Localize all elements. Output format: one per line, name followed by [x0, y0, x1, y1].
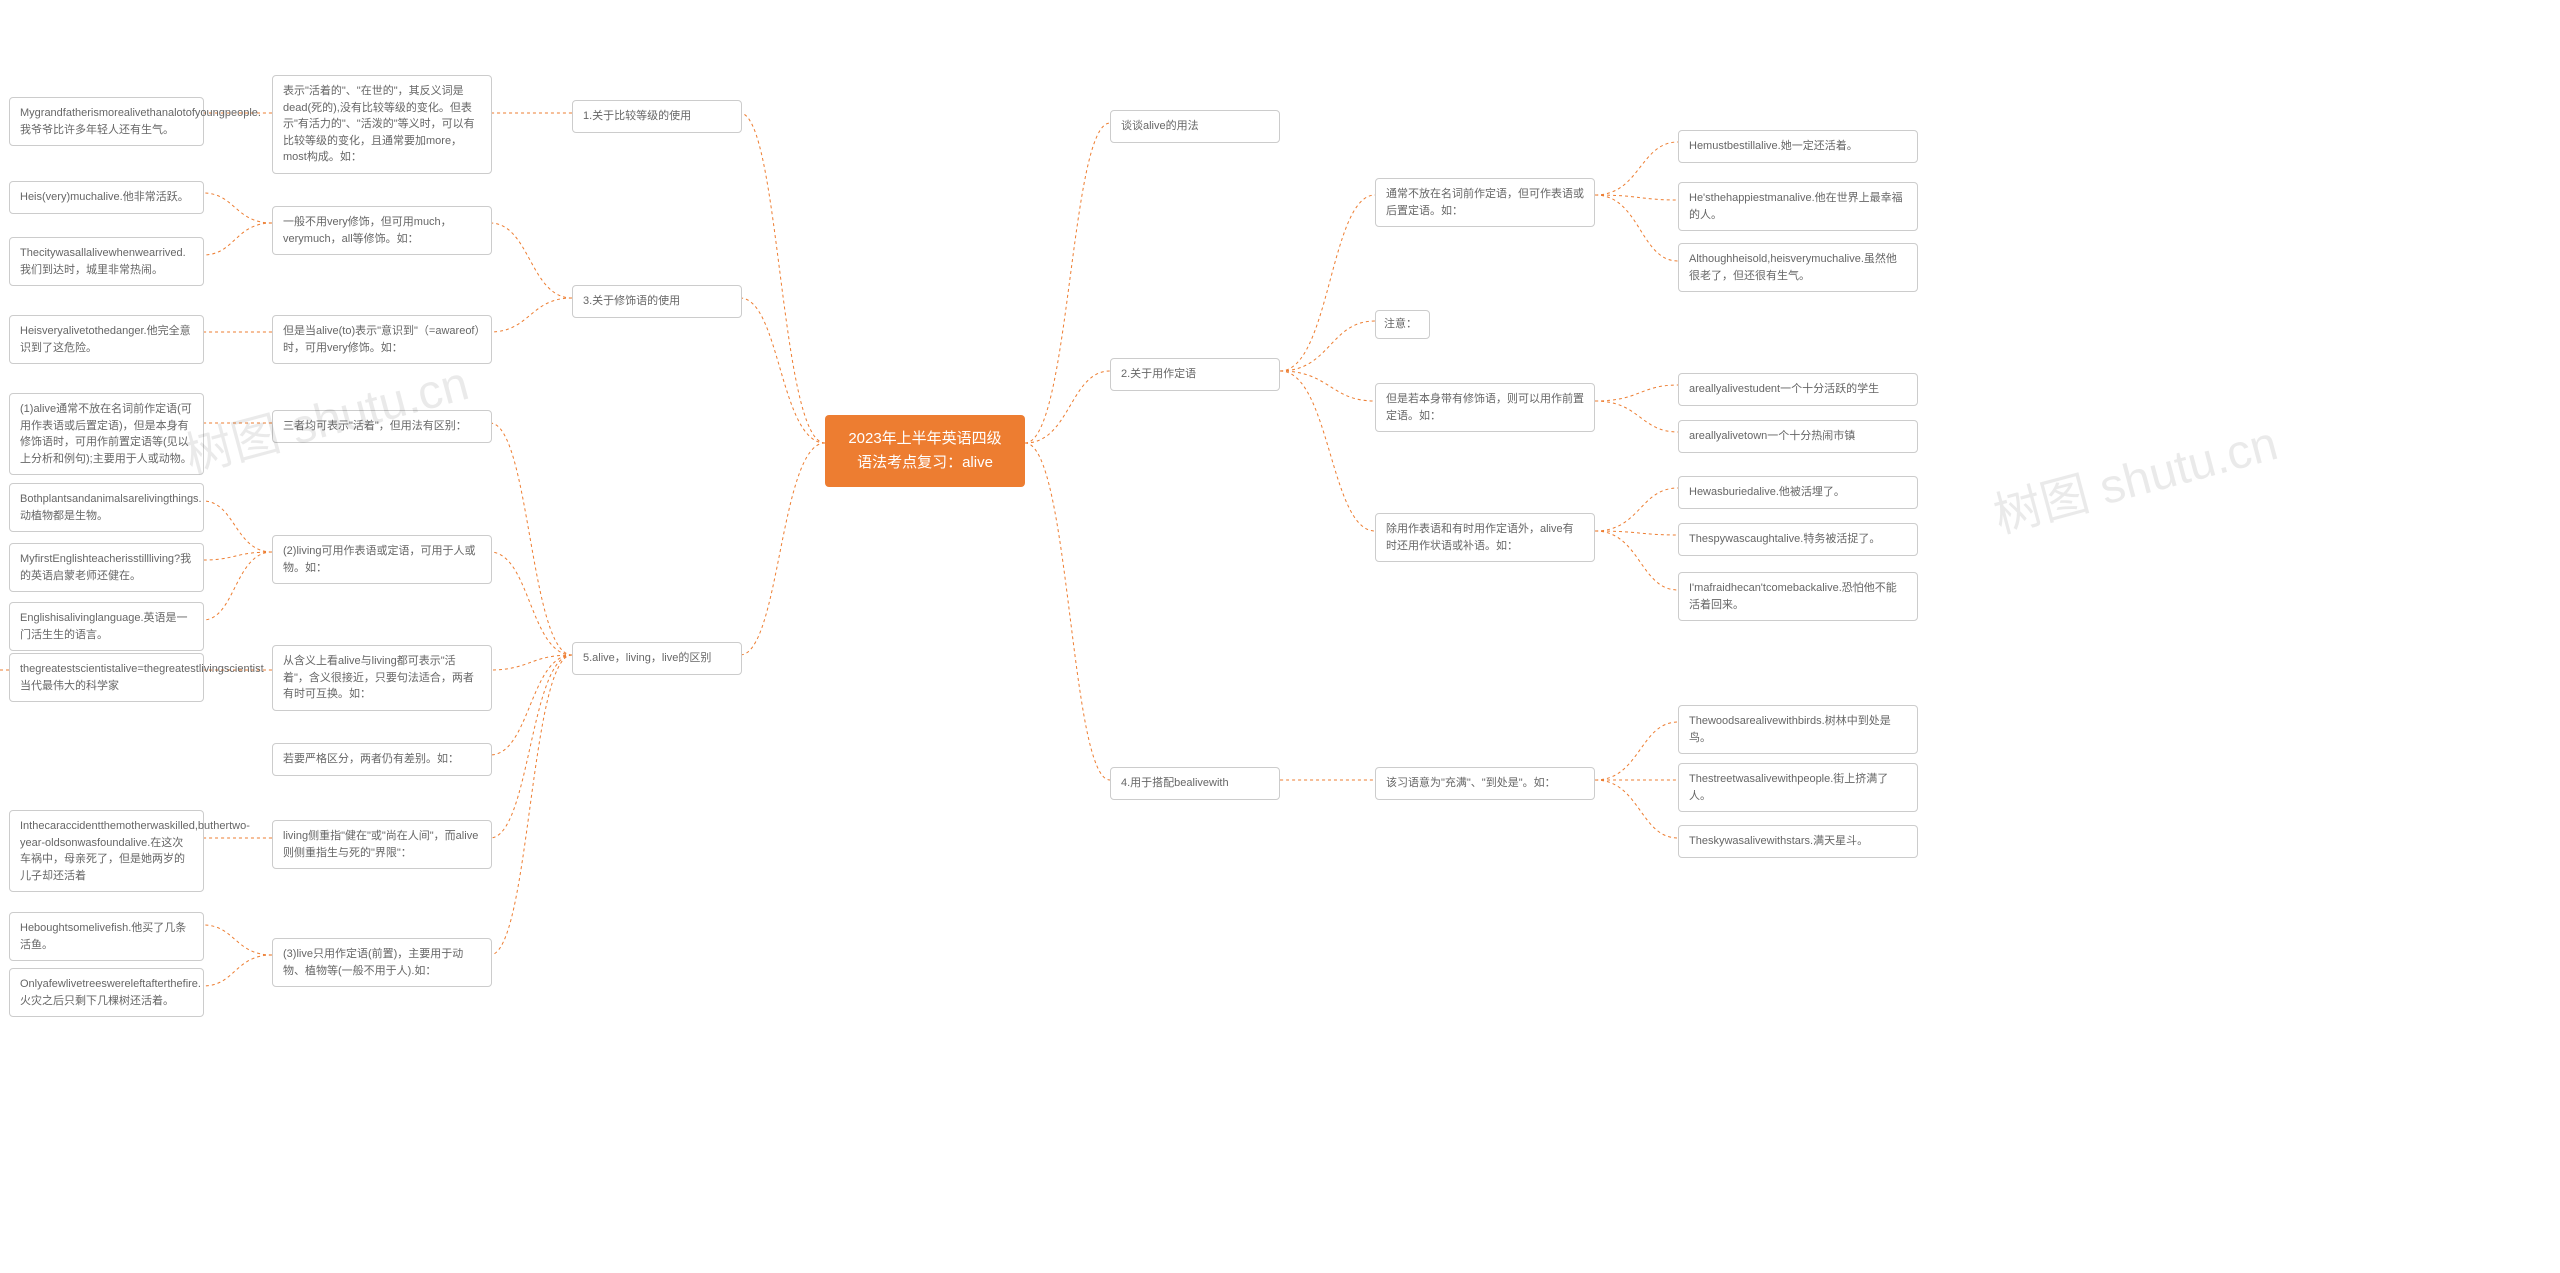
r4-a: 该习语意为"充满"、"到处是"。如：	[1375, 767, 1595, 800]
l5-f2: Onlyafewlivetreeswereleftafterthefire.火灾…	[9, 968, 204, 1017]
r4-a1: Thewoodsarealivewithbirds.树林中到处是鸟。	[1678, 705, 1918, 754]
r2-a: 通常不放在名词前作定语，但可作表语或后置定语。如：	[1375, 178, 1595, 227]
l5-b3: Englishisalivinglanguage.英语是一门活生生的语言。	[9, 602, 204, 651]
branch-r4: 4.用于搭配bealivewith	[1110, 767, 1280, 800]
r2-a1: Hemustbestillalive.她一定还活着。	[1678, 130, 1918, 163]
l5-e1: Inthecaraccidentthemotherwaskilled,buthe…	[9, 810, 204, 892]
l3-b: 但是当alive(to)表示"意识到"（=awareof）时，可用very修饰。…	[272, 315, 492, 364]
l3-b1: Heisveryalivetothedanger.他完全意识到了这危险。	[9, 315, 204, 364]
r2-a3: Althoughheisold,heisverymuchalive.虽然他很老了…	[1678, 243, 1918, 292]
r2-a2: He'sthehappiestmanalive.他在世界上最幸福的人。	[1678, 182, 1918, 231]
l3-a1: Heis(very)muchalive.他非常活跃。	[9, 181, 204, 214]
r2-d1: Hewasburiedalive.他被活埋了。	[1678, 476, 1918, 509]
l5-c1: thegreatestscientistalive=thegreatestliv…	[9, 653, 204, 702]
center-node: 2023年上半年英语四级语法考点复习：alive	[825, 415, 1025, 487]
watermark: 树图 shutu.cn	[1985, 404, 2284, 547]
branch-l3: 3.关于修饰语的使用	[572, 285, 742, 318]
r2-d3: I'mafraidhecan'tcomebackalive.恐怕他不能活着回来。	[1678, 572, 1918, 621]
r2-c2: areallyalivetown一个十分热闹市镇	[1678, 420, 1918, 453]
r2-c1: areallyalivestudent一个十分活跃的学生	[1678, 373, 1918, 406]
l5-a: 三者均可表示"活着"，但用法有区别：	[272, 410, 492, 443]
branch-l5: 5.alive，living，live的区别	[572, 642, 742, 675]
branch-r2: 2.关于用作定语	[1110, 358, 1280, 391]
r4-a3: Theskywasalivewithstars.满天星斗。	[1678, 825, 1918, 858]
l5-d: 若要严格区分，两者仍有差别。如：	[272, 743, 492, 776]
l5-b: (2)living可用作表语或定语，可用于人或物。如：	[272, 535, 492, 584]
r2-b: 注意：	[1375, 310, 1430, 339]
l5-b1: Bothplantsandanimalsarelivingthings.动植物都…	[9, 483, 204, 532]
l1-a1: Mygrandfatherismorealivethanalotofyoungp…	[9, 97, 204, 146]
l5-f1: Heboughtsomelivefish.他买了几条活鱼。	[9, 912, 204, 961]
connector-lines	[0, 0, 2560, 1273]
r2-d2: Thespywascaughtalive.特务被活捉了。	[1678, 523, 1918, 556]
l5-e: living侧重指"健在"或"尚在人间"，而alive则侧重指生与死的"界限"：	[272, 820, 492, 869]
r2-d: 除用作表语和有时用作定语外，alive有时还用作状语或补语。如：	[1375, 513, 1595, 562]
l3-a: 一般不用very修饰，但可用much，verymuch，all等修饰。如：	[272, 206, 492, 255]
l1-a: 表示"活着的"、"在世的"，其反义词是dead(死的),没有比较等级的变化。但表…	[272, 75, 492, 174]
r4-a2: Thestreetwasalivewithpeople.街上挤满了人。	[1678, 763, 1918, 812]
l3-a2: Thecitywasallalivewhenwearrived.我们到达时，城里…	[9, 237, 204, 286]
l5-c: 从含义上看alive与living都可表示"活着"，含义很接近，只要句法适合，两…	[272, 645, 492, 711]
l5-f: (3)live只用作定语(前置)，主要用于动物、植物等(一般不用于人).如：	[272, 938, 492, 987]
l5-a1: (1)alive通常不放在名词前作定语(可用作表语或后置定语)，但是本身有修饰语…	[9, 393, 204, 475]
branch-l1: 1.关于比较等级的使用	[572, 100, 742, 133]
l5-b2: MyfirstEnglishteacherisstillliving?我的英语启…	[9, 543, 204, 592]
branch-r0: 谈谈alive的用法	[1110, 110, 1280, 143]
r2-c: 但是若本身带有修饰语，则可以用作前置定语。如：	[1375, 383, 1595, 432]
